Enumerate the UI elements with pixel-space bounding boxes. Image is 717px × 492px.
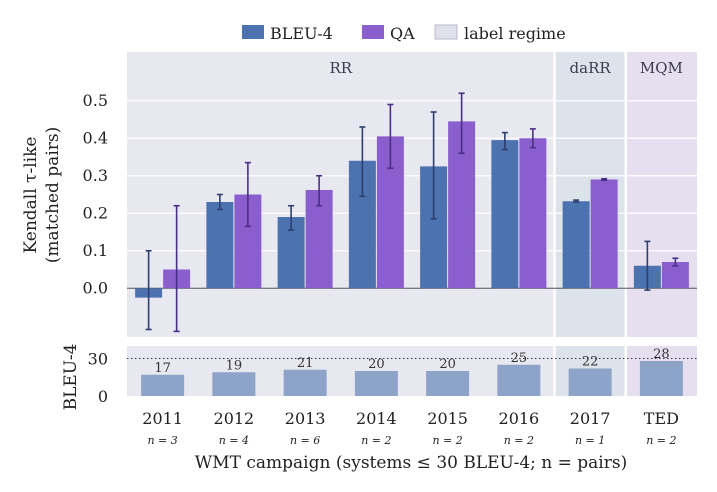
x-pairs-label: n = 2	[432, 434, 462, 447]
x-axis: 2011 n = 3 2012 n = 4 2013 n = 6 2014 n = 2 2015…	[142, 409, 679, 447]
bleu-value-label: 20	[368, 357, 385, 372]
y-tick-label: 0.2	[83, 203, 108, 222]
x-pairs-label: n = 1	[575, 434, 605, 447]
bleu-panel-y-title: BLEU-4	[61, 344, 81, 411]
bleu-panel: 17 19 21 20 20 25 22 28 0 30	[88, 346, 697, 406]
x-pairs-label: n = 2	[646, 434, 676, 447]
bleu-bar-ted	[639, 361, 683, 396]
x-pairs-label: n = 6	[290, 434, 320, 447]
regime-label-darr: daRR	[570, 59, 612, 77]
x-tick-label: 2011	[142, 409, 183, 428]
x-tick-label: 2017	[570, 409, 611, 428]
bleu-bar-2016	[497, 364, 541, 396]
x-tick-label: 2016	[499, 409, 540, 428]
main-panel: RR daRR MQM 0.0 0.1 0.2 0.3 0.4 0.5	[83, 52, 697, 337]
legend-label-bleu: BLEU-4	[270, 24, 333, 43]
x-pairs-label: n = 3	[147, 434, 177, 447]
x-pairs-label: n = 2	[504, 434, 534, 447]
regime-bg-rr	[127, 52, 555, 337]
x-tick-label: TED	[644, 409, 679, 428]
legend-label-qa: QA	[390, 24, 415, 43]
bleu-bar-2013	[283, 369, 327, 396]
x-tick-label: 2012	[214, 409, 255, 428]
x-tick-label: 2013	[285, 409, 326, 428]
x-pairs-label: n = 4	[219, 434, 249, 447]
bleu-y-tick-label: 30	[88, 350, 108, 369]
y-axis-title-line2: (matched pairs)	[43, 127, 63, 263]
x-tick-label: 2015	[427, 409, 468, 428]
bleu-bar-2017	[568, 368, 612, 396]
y-axis-title-line1: Kendall τ-like	[21, 137, 41, 254]
bar-qa-2016	[519, 138, 547, 289]
bleu-bar-2012	[212, 372, 256, 396]
bleu-value-label: 28	[653, 347, 670, 362]
legend-swatch-qa	[362, 25, 384, 39]
y-tick-label: 0.3	[83, 166, 108, 185]
bar-bleu-4-2017	[562, 201, 590, 289]
bleu-value-label: 21	[297, 356, 314, 371]
bleu-bar-2015	[426, 371, 470, 396]
y-tick-label: 0.4	[83, 128, 108, 147]
bleu-bar-2011	[141, 374, 185, 396]
bar-qa-2017	[590, 179, 618, 289]
bleu-value-label: 22	[582, 355, 599, 370]
bar-bleu-4-2012	[206, 202, 234, 289]
bleu-value-label: 19	[226, 358, 243, 373]
bar-bleu-4-2016	[491, 140, 519, 289]
legend: BLEU-4 QA label regime	[242, 24, 566, 43]
legend-label-regime: label regime	[464, 24, 566, 43]
y-tick-label: 0.0	[83, 278, 108, 297]
bleu-value-label: 20	[439, 357, 456, 372]
bleu-value-label: 25	[511, 351, 528, 366]
bleu-bar-2014	[354, 371, 398, 396]
x-tick-label: 2014	[356, 409, 397, 428]
legend-swatch-regime	[434, 24, 458, 40]
x-axis-title: WMT campaign (systems ≤ 30 BLEU-4; n = p…	[195, 453, 627, 473]
legend-swatch-bleu	[242, 25, 264, 39]
bleu-regime-bg-rr	[127, 346, 555, 396]
y-tick-label: 0.1	[83, 241, 108, 260]
bleu-value-label: 17	[154, 361, 171, 376]
x-pairs-label: n = 2	[361, 434, 391, 447]
y-tick-label: 0.5	[83, 91, 108, 110]
bleu-y-tick-label: 0	[98, 387, 108, 406]
regime-label-mqm: MQM	[640, 59, 683, 77]
regime-bg-mqm	[625, 52, 697, 337]
regime-label-rr: RR	[329, 59, 352, 77]
